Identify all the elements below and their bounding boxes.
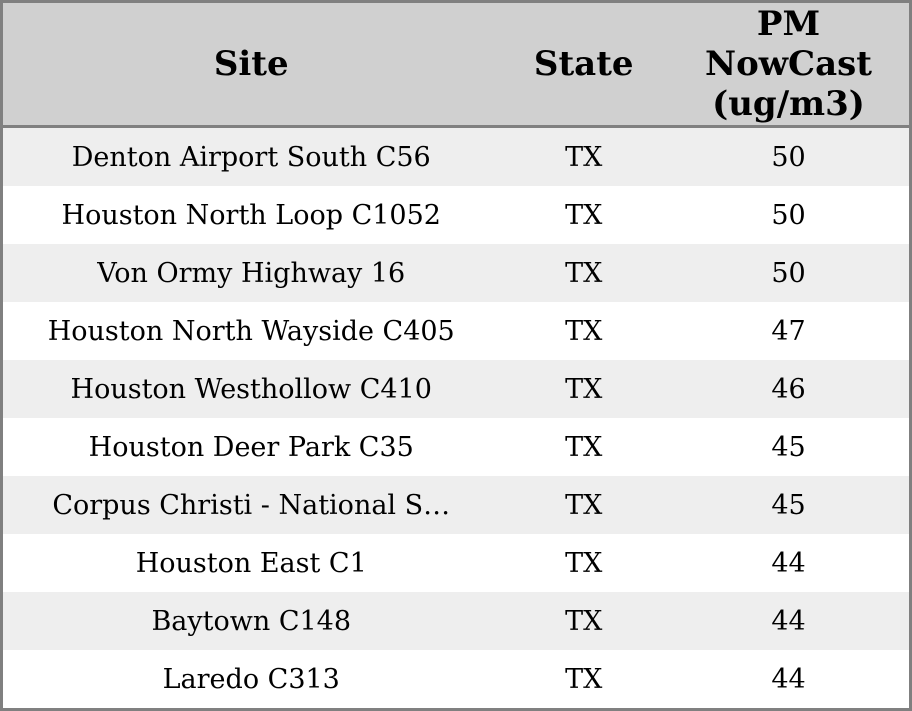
cell-state: TX (565, 199, 603, 231)
cell-state: TX (565, 547, 603, 579)
table-row: Laredo C313 TX 44 (3, 650, 909, 708)
cell-site: Houston Westhollow C410 (70, 373, 432, 405)
cell-state: TX (565, 605, 603, 637)
cell-state: TX (565, 431, 603, 463)
cell-pm-nowcast: 45 (771, 489, 806, 521)
cell-state: TX (565, 141, 603, 173)
cell-site: Von Ormy Highway 16 (97, 257, 406, 289)
table-body: Denton Airport South C56 TX 50 Houston N… (3, 128, 909, 708)
cell-pm-nowcast: 44 (771, 663, 806, 695)
cell-site: Houston East C1 (135, 547, 367, 579)
column-header-state[interactable]: State (533, 43, 634, 84)
cell-pm-nowcast: 44 (771, 605, 806, 637)
cell-site: Houston Deer Park C35 (88, 431, 414, 463)
cell-pm-nowcast: 44 (771, 547, 806, 579)
table-row: Houston North Wayside C405 TX 47 (3, 302, 909, 360)
column-header-pm-nowcast[interactable]: PM NowCast (ug/m3) (668, 4, 909, 124)
cell-pm-nowcast: 50 (771, 141, 806, 173)
cell-state: TX (565, 373, 603, 405)
cell-state: TX (565, 663, 603, 695)
cell-site: Corpus Christi - National S… (52, 489, 451, 521)
column-header-site[interactable]: Site (213, 43, 289, 84)
table-row: Houston Westhollow C410 TX 46 (3, 360, 909, 418)
cell-state: TX (565, 257, 603, 289)
cell-site: Houston North Loop C1052 (61, 199, 441, 231)
table-row: Baytown C148 TX 44 (3, 592, 909, 650)
cell-site: Laredo C313 (162, 663, 340, 695)
cell-site: Baytown C148 (151, 605, 352, 637)
cell-state: TX (565, 489, 603, 521)
cell-site: Denton Airport South C56 (71, 141, 431, 173)
table-row: Houston Deer Park C35 TX 45 (3, 418, 909, 476)
table-row: Houston North Loop C1052 TX 50 (3, 186, 909, 244)
cell-pm-nowcast: 45 (771, 431, 806, 463)
table-row: Corpus Christi - National S… TX 45 (3, 476, 909, 534)
table-row: Von Ormy Highway 16 TX 50 (3, 244, 909, 302)
table-row: Houston East C1 TX 44 (3, 534, 909, 592)
cell-state: TX (565, 315, 603, 347)
table-header-row: Site State PM NowCast (ug/m3) (3, 3, 909, 128)
cell-pm-nowcast: 50 (771, 257, 806, 289)
cell-pm-nowcast: 46 (771, 373, 806, 405)
table-row: Denton Airport South C56 TX 50 (3, 128, 909, 186)
cell-pm-nowcast: 47 (771, 315, 806, 347)
cell-site: Houston North Wayside C405 (47, 315, 455, 347)
column-header-pm-nowcast-label: PM NowCast (ug/m3) (705, 3, 872, 125)
cell-pm-nowcast: 50 (771, 199, 806, 231)
